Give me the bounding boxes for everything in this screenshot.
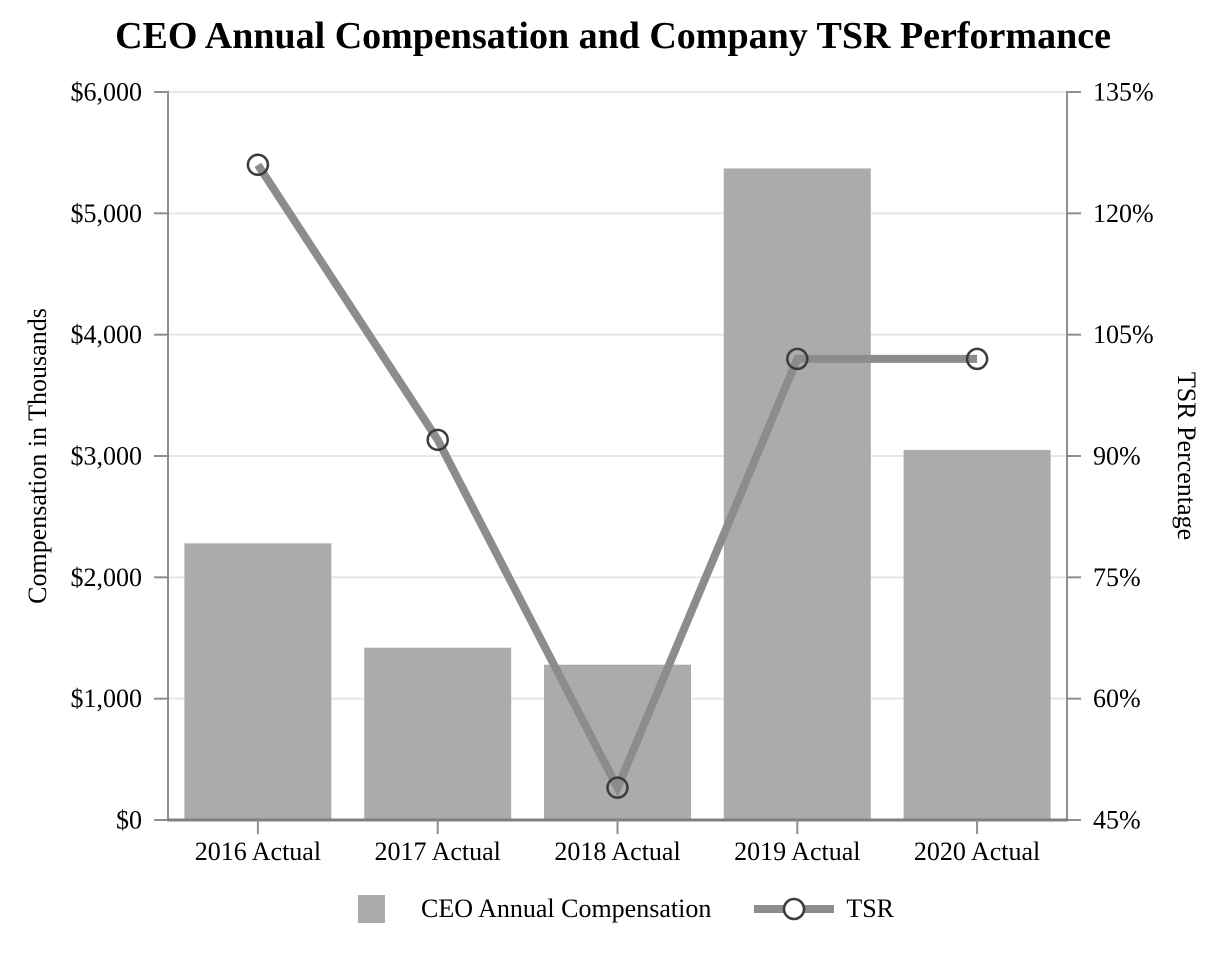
- bar-2016-actual: [184, 543, 332, 820]
- right-tick-label: 90%: [1093, 442, 1141, 471]
- x-tick-label-2019-actual: 2019 Actual: [734, 837, 860, 866]
- left-tick-label: $6,000: [71, 78, 143, 107]
- x-tick-label-2020-actual: 2020 Actual: [914, 837, 1040, 866]
- tsr-marker-2020-actual: [965, 347, 989, 371]
- x-tick-label-2016-actual: 2016 Actual: [195, 837, 321, 866]
- bar-2017-actual: [364, 647, 512, 820]
- chart-title: CEO Annual Compensation and Company TSR …: [115, 15, 1111, 57]
- right-tick-label: 75%: [1093, 563, 1141, 592]
- left-tick-label: $1,000: [71, 684, 143, 713]
- legend-line-label: TSR: [846, 894, 895, 923]
- left-tick-label: $3,000: [71, 442, 143, 471]
- legend: CEO Annual Compensation TSR: [358, 894, 894, 924]
- x-tick-label-2017-actual: 2017 Actual: [375, 837, 501, 866]
- bar-2020-actual: [903, 449, 1051, 820]
- legend-bar-label: CEO Annual Compensation: [421, 894, 712, 923]
- right-tick-label: 105%: [1093, 320, 1154, 349]
- tsr-marker-2018-actual: [606, 776, 629, 799]
- x-tick-label-2018-actual: 2018 Actual: [554, 837, 680, 866]
- right-tick-label: 45%: [1093, 806, 1141, 835]
- tsr-marker-2016-actual: [246, 153, 270, 177]
- left-tick-label: $0: [116, 806, 142, 835]
- bar-2019-actual: [723, 168, 871, 820]
- legend-bar-swatch: [358, 895, 385, 923]
- left-tick-label: $5,000: [71, 199, 143, 228]
- tsr-marker-2019-actual: [786, 347, 809, 371]
- left-tick-label: $2,000: [71, 563, 143, 592]
- tsr-line: [254, 162, 978, 798]
- left-tick-label: $4,000: [71, 320, 143, 349]
- right-tick-label: 60%: [1093, 684, 1141, 713]
- tsr-marker-2017-actual: [426, 428, 449, 452]
- right-tick-label: 135%: [1093, 78, 1154, 107]
- right-tick-label: 120%: [1093, 199, 1154, 228]
- legend-line-marker-icon: [754, 897, 835, 921]
